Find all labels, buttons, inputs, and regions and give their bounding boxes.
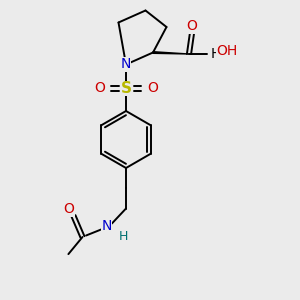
Text: H: H [211, 47, 221, 61]
Text: N: N [121, 58, 131, 71]
Text: O: O [94, 82, 105, 95]
Polygon shape [153, 52, 189, 54]
Text: H: H [118, 230, 128, 244]
Text: N: N [101, 220, 112, 233]
Text: OH: OH [216, 44, 237, 58]
Text: O: O [64, 202, 74, 216]
Text: O: O [187, 20, 197, 33]
Text: O: O [147, 82, 158, 95]
Text: S: S [121, 81, 131, 96]
